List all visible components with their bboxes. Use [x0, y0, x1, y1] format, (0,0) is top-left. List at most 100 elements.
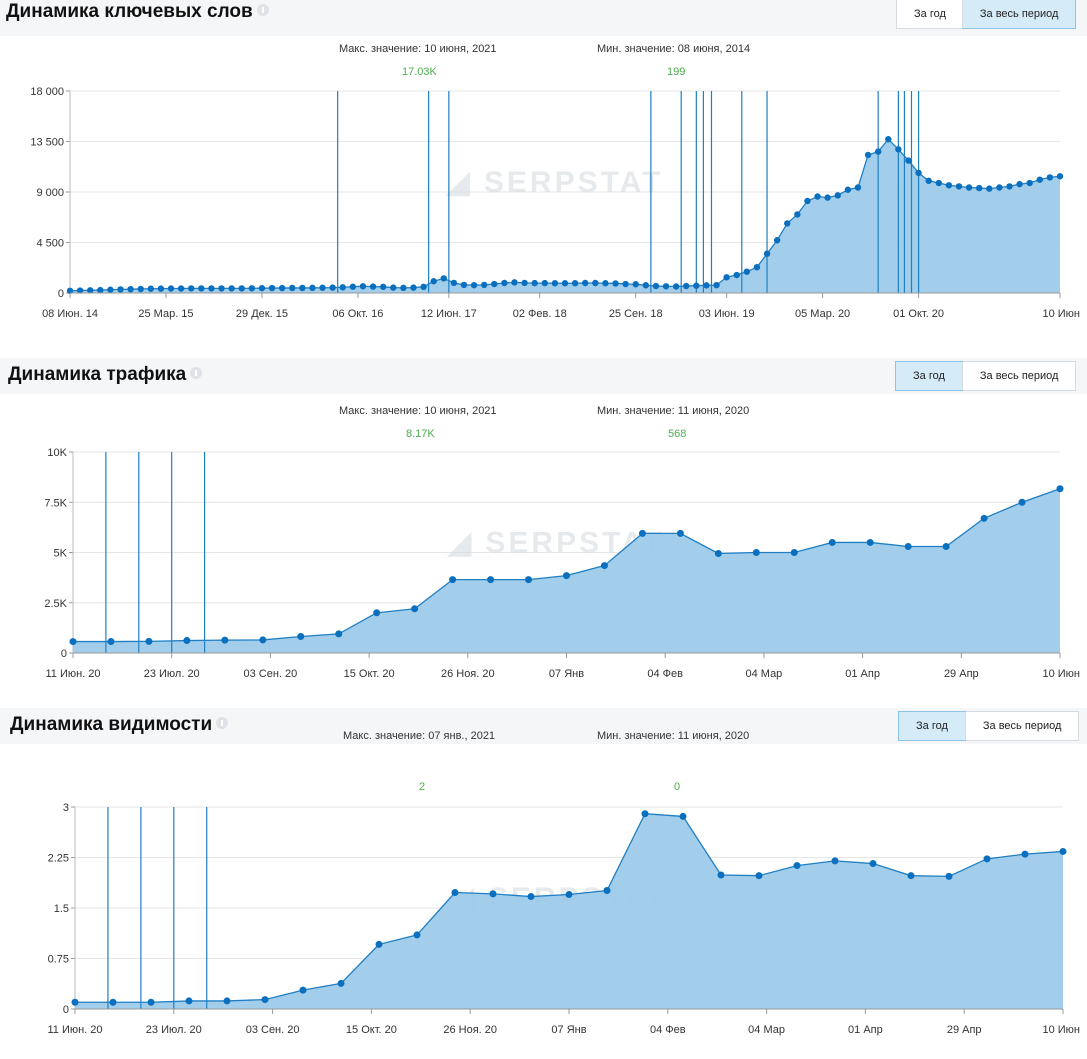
info-icon[interactable] — [216, 717, 229, 729]
x-tick-label: 11 Июн. 20 — [45, 668, 100, 680]
data-point — [945, 182, 953, 189]
data-point — [299, 986, 307, 994]
data-point — [185, 997, 193, 1005]
y-tick-label: 0 — [58, 288, 64, 300]
data-point — [319, 284, 326, 291]
data-point — [703, 282, 710, 289]
data-point — [410, 284, 417, 291]
visibility-period-toggle: За год За весь период — [898, 711, 1080, 741]
data-point — [793, 862, 801, 870]
x-tick-label: 05 Мар. 20 — [795, 308, 850, 320]
x-tick-label: 15 Окт. 20 — [346, 1024, 397, 1036]
traffic-title-text: Динамика трафика — [8, 364, 187, 385]
data-point — [925, 177, 932, 184]
data-point — [755, 872, 763, 880]
x-tick-label: 01 Окт. 20 — [893, 308, 944, 320]
data-point — [339, 284, 346, 291]
data-point — [369, 283, 377, 290]
y-tick-label: 1.5 — [54, 903, 69, 915]
data-point — [87, 287, 94, 294]
x-tick-label: 03 Сен. 20 — [246, 1024, 300, 1036]
data-point — [373, 609, 381, 617]
x-tick-label: 29 Апр — [947, 1024, 982, 1036]
data-point — [430, 278, 437, 285]
data-point — [713, 281, 720, 289]
data-point — [329, 284, 336, 291]
series-area — [73, 488, 1060, 653]
data-point — [996, 184, 1003, 191]
data-point — [672, 283, 680, 290]
period-all-time-button[interactable]: За весь период — [961, 0, 1077, 29]
data-point — [531, 279, 538, 287]
min-label: Мин. значение: 11 июня, 2020 — [597, 730, 750, 742]
data-point — [885, 136, 892, 143]
data-point — [413, 931, 421, 939]
data-point — [145, 637, 153, 645]
data-point — [980, 514, 988, 522]
x-tick-label: 10 Июн — [1042, 308, 1080, 320]
data-point — [1016, 180, 1023, 188]
x-tick-label: 02 Фев. 18 — [513, 308, 567, 320]
period-all-time-button[interactable]: За весь период — [964, 712, 1079, 740]
data-point — [218, 285, 225, 292]
data-point — [693, 282, 700, 289]
data-point — [1026, 179, 1033, 187]
data-point — [188, 285, 195, 292]
data-point — [915, 169, 922, 177]
data-point — [117, 286, 124, 293]
period-year-button[interactable]: За год — [897, 0, 963, 28]
data-point — [198, 285, 205, 292]
x-tick-label: 10 Июн — [1042, 1024, 1080, 1036]
data-point — [248, 285, 256, 292]
data-point — [278, 284, 286, 292]
data-point — [679, 812, 687, 820]
max-value: 2 — [419, 781, 426, 793]
visibility-panel: Динамика видимости За год За весь период… — [0, 708, 1087, 1059]
min-label: Мин. значение: 08 июня, 2014 — [597, 43, 751, 55]
data-point — [563, 572, 570, 580]
x-tick-label: 23 Июл. 20 — [144, 668, 200, 680]
data-point — [238, 285, 245, 292]
data-point — [752, 549, 760, 556]
min-value: 199 — [667, 66, 686, 78]
x-tick-label: 06 Окт. 16 — [332, 308, 383, 320]
x-tick-label: 26 Ноя. 20 — [441, 668, 495, 680]
data-point — [335, 630, 343, 638]
data-point — [69, 638, 77, 646]
info-icon[interactable] — [190, 367, 203, 379]
data-point — [965, 184, 973, 191]
y-tick-label: 0 — [61, 648, 67, 660]
keywords-period-toggle: За год За весь период — [896, 0, 1077, 29]
data-point — [375, 940, 383, 948]
visibility-title-text: Динамика видимости — [10, 714, 213, 735]
info-icon[interactable] — [256, 4, 269, 16]
keywords-chart: 0 4 500 9 000 13 500 18 000 ◢ SERPSTAT 08 Июн.… — [30, 86, 1080, 320]
data-point — [460, 281, 468, 289]
y-tick-label: 13 500 — [30, 137, 64, 149]
data-point — [137, 285, 144, 293]
data-point — [866, 538, 874, 546]
data-point — [359, 283, 367, 290]
data-point — [561, 280, 569, 287]
traffic-title: Динамика трафика — [8, 364, 203, 386]
period-all-time-button[interactable]: За весь период — [961, 362, 1076, 390]
data-point — [723, 274, 730, 281]
period-year-button[interactable]: За год — [898, 711, 966, 741]
data-point — [147, 285, 155, 292]
keywords-title-text: Динамика ключевых слов — [6, 1, 253, 22]
data-point — [869, 860, 877, 868]
period-year-button[interactable]: За год — [895, 361, 963, 391]
watermark: ◢ SERPSTAT — [445, 166, 664, 199]
x-tick-label: 08 Июн. 14 — [42, 308, 98, 320]
data-point — [603, 886, 611, 894]
series-area — [75, 813, 1063, 1009]
data-point — [289, 284, 296, 292]
x-tick-label: 04 Мар — [748, 1024, 785, 1036]
y-tick-label: 2.25 — [48, 853, 69, 865]
data-point — [642, 282, 650, 289]
data-point — [66, 287, 74, 294]
x-tick-label: 29 Апр — [944, 668, 979, 680]
data-point — [1036, 176, 1043, 183]
visibility-title: Динамика видимости — [10, 714, 229, 736]
